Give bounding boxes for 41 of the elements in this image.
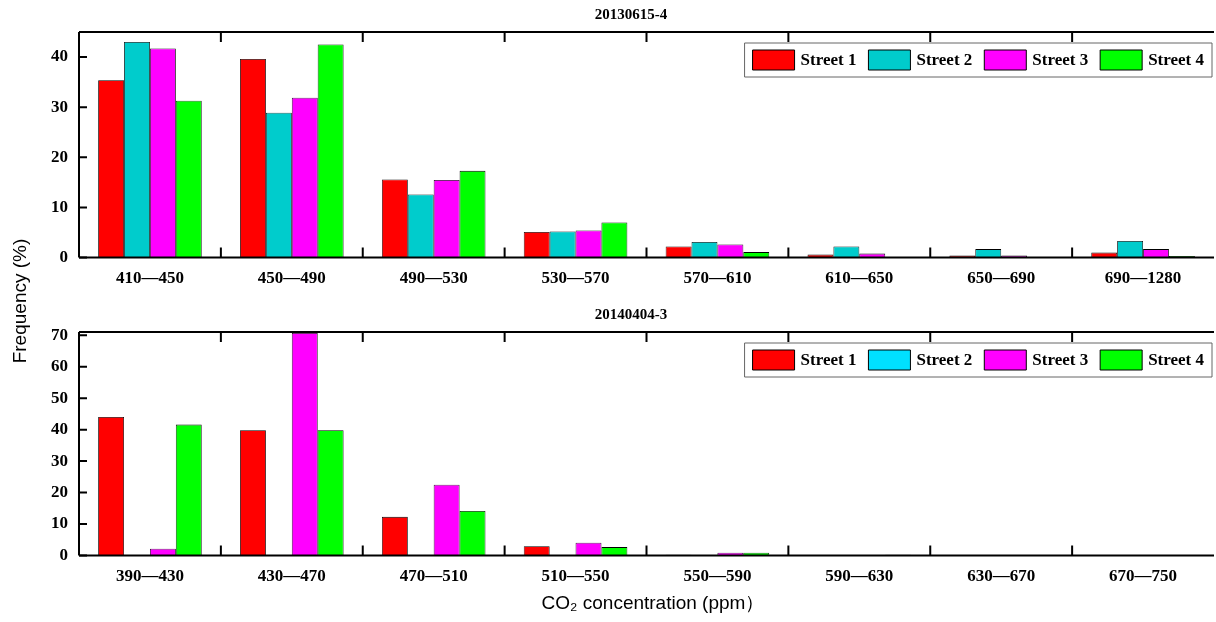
- legend-label: Street 2: [916, 350, 973, 370]
- legend-label: Street 2: [916, 50, 973, 70]
- legend-label: Street 4: [1148, 50, 1205, 70]
- x-tick-label: 510—550: [541, 566, 610, 586]
- x-tick-label: 450—490: [257, 268, 326, 288]
- legend-label: Street 1: [800, 50, 857, 70]
- y-tick-label: 30: [51, 450, 68, 470]
- x-axis-title: CO₂ concentration (ppm）: [540, 591, 766, 615]
- x-tick-label: 490—530: [399, 268, 468, 288]
- y-tick-label: 20: [51, 146, 68, 166]
- x-tick-label: 690—1280: [1104, 268, 1182, 288]
- y-tick-label: 50: [51, 387, 68, 407]
- x-tick-label: 610—650: [825, 268, 894, 288]
- x-tick-label: 430—470: [257, 566, 326, 586]
- y-tick-label: 70: [51, 324, 68, 344]
- legend-label: Street 3: [1032, 350, 1089, 370]
- x-tick-label: 530—570: [541, 268, 610, 288]
- legend-label: Street 4: [1148, 350, 1205, 370]
- x-tick-label: 550—590: [683, 566, 752, 586]
- x-tick-label: 630—670: [967, 566, 1036, 586]
- x-tick-label: 590—630: [825, 566, 894, 586]
- y-tick-label: 0: [59, 544, 68, 564]
- legend-label: Street 1: [800, 350, 857, 370]
- y-tick-label: 60: [51, 356, 68, 376]
- y-tick-label: 30: [51, 96, 68, 116]
- x-tick-label: 650—690: [967, 268, 1036, 288]
- x-tick-label: 570—610: [683, 268, 752, 288]
- y-tick-label: 20: [51, 482, 68, 501]
- x-tick-label: 390—430: [115, 566, 184, 586]
- x-tick-label: 470—510: [399, 566, 468, 586]
- y-tick-label: 0: [59, 246, 68, 266]
- chart-title: 20140404-3: [594, 305, 668, 322]
- legend-label: Street 3: [1032, 50, 1089, 70]
- y-tick-label: 10: [51, 196, 68, 216]
- y-tick-label: 40: [51, 46, 68, 66]
- y-tick-label: 40: [51, 419, 68, 439]
- x-tick-label: 670—750: [1109, 566, 1178, 586]
- y-axis-title: Frequency (%): [9, 237, 31, 366]
- chart-title: 20130615-4: [594, 5, 668, 22]
- x-tick-label: 410—450: [115, 268, 184, 288]
- y-tick-label: 10: [51, 513, 68, 533]
